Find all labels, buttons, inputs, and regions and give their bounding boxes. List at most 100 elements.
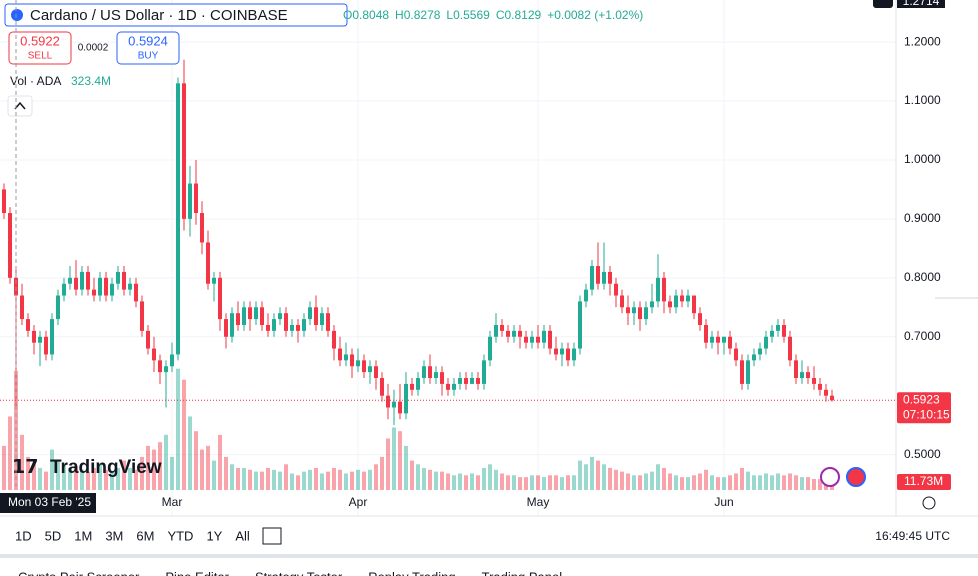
y-tick-label: 0.7000 — [904, 329, 941, 343]
collapse-button[interactable] — [7, 95, 33, 117]
ohlc-value: L0.5569 — [446, 8, 490, 22]
volume-bar — [116, 467, 120, 490]
buy-price[interactable]: 0.5924 — [128, 33, 168, 48]
ohlc-value: +0.0082 (+1.02%) — [547, 8, 643, 22]
candle-body — [524, 336, 528, 343]
volume-bar — [344, 473, 348, 490]
candle-body — [152, 348, 156, 361]
range-button[interactable]: 1Y — [206, 528, 222, 543]
volume-bar — [698, 473, 702, 490]
candle-body — [356, 360, 360, 367]
candle-body — [458, 378, 462, 384]
volume-bar — [320, 473, 324, 490]
candle-body — [614, 283, 618, 296]
volume-bar — [338, 469, 342, 490]
volume-bar — [236, 467, 240, 490]
candle-body — [32, 330, 36, 343]
candle-body — [596, 266, 600, 284]
candle-body — [140, 301, 144, 331]
volume-bar — [152, 449, 156, 490]
event-icon[interactable] — [820, 467, 840, 487]
candle-body — [482, 360, 486, 384]
panel-tab[interactable]: Strategy Tester — [255, 569, 343, 576]
candle-body — [164, 366, 168, 373]
volume-bar — [524, 477, 528, 490]
sell-button[interactable] — [8, 31, 72, 65]
buy-button[interactable] — [116, 31, 180, 65]
last-price-label: 0.5923 — [903, 392, 940, 406]
candle-body — [818, 383, 822, 390]
candle-body — [392, 401, 396, 408]
volume-bar — [158, 442, 162, 490]
candle-body — [302, 319, 306, 331]
volume-bar — [374, 464, 378, 490]
candle-body — [290, 324, 294, 331]
candle-body — [314, 307, 318, 325]
volume-bar — [542, 477, 546, 490]
volume-bar — [92, 467, 96, 490]
panel-tab[interactable]: Pine Editor — [165, 569, 229, 576]
range-button[interactable]: All — [235, 528, 250, 543]
volume-bar — [638, 475, 642, 490]
volume-bar — [164, 434, 168, 490]
range-button[interactable]: YTD — [167, 528, 193, 543]
symbol-box[interactable] — [4, 3, 348, 27]
volume-bar — [290, 473, 294, 490]
candle-body — [104, 277, 108, 296]
candle-body — [386, 395, 390, 408]
volume-bar — [230, 464, 234, 490]
volume-bar — [536, 475, 540, 490]
candle-body — [278, 313, 282, 320]
volume-bar — [2, 445, 6, 490]
volume-bar — [326, 471, 330, 490]
panel-tab[interactable]: Crypto Pair Screener — [18, 569, 140, 576]
candle-body — [644, 307, 648, 320]
volume-bar — [86, 471, 90, 490]
volume-bar — [200, 449, 204, 490]
panel-tab[interactable]: Replay Trading — [368, 569, 455, 576]
candle-body — [410, 383, 414, 390]
range-button[interactable]: 5D — [45, 528, 62, 543]
range-button[interactable]: 3M — [105, 528, 123, 543]
crosshair-add[interactable] — [873, 0, 893, 8]
candle-body — [632, 307, 636, 314]
range-button[interactable]: 6M — [136, 528, 154, 543]
range-button[interactable]: 1M — [74, 528, 92, 543]
candle-body — [800, 372, 804, 379]
candle-body — [368, 366, 372, 373]
candle-body — [542, 330, 546, 343]
volume-bar — [596, 460, 600, 490]
candle-body — [284, 313, 288, 331]
volume-bar — [32, 464, 36, 490]
candles — [2, 59, 834, 426]
sell-price[interactable]: 0.5922 — [20, 33, 60, 48]
candle-body — [182, 83, 186, 219]
buy-label[interactable]: BUY — [138, 51, 159, 62]
candle-body — [590, 266, 594, 290]
volume-bar — [482, 467, 486, 490]
candle-body — [740, 360, 744, 384]
candle-body — [422, 366, 426, 379]
range-button[interactable]: 1D — [15, 528, 32, 543]
flag-icon[interactable] — [846, 467, 866, 487]
candle-body — [320, 313, 324, 325]
volume-bar — [812, 478, 816, 490]
panel-tab[interactable]: Trading Panel — [482, 569, 563, 576]
candle-body — [794, 360, 798, 379]
candle-body — [572, 348, 576, 361]
sell-label[interactable]: SELL — [28, 51, 53, 62]
candle-body — [326, 313, 330, 331]
candle-body — [764, 336, 768, 349]
candle-body — [332, 330, 336, 349]
volume-title: Vol · ADA — [10, 74, 61, 88]
date-range-icon[interactable] — [262, 527, 282, 545]
toolbar: 1D 5D 1M 3M 6M YTD 1Y All — [15, 528, 250, 543]
candle-body — [416, 378, 420, 390]
settings-icon[interactable] — [922, 496, 936, 510]
candle-body — [260, 307, 264, 325]
countdown: 07:10:15 — [903, 407, 950, 421]
candle-body — [98, 277, 102, 296]
symbol-title[interactable]: Cardano / US Dollar · 1D · COINBASE — [30, 7, 288, 24]
volume-bar — [572, 475, 576, 490]
